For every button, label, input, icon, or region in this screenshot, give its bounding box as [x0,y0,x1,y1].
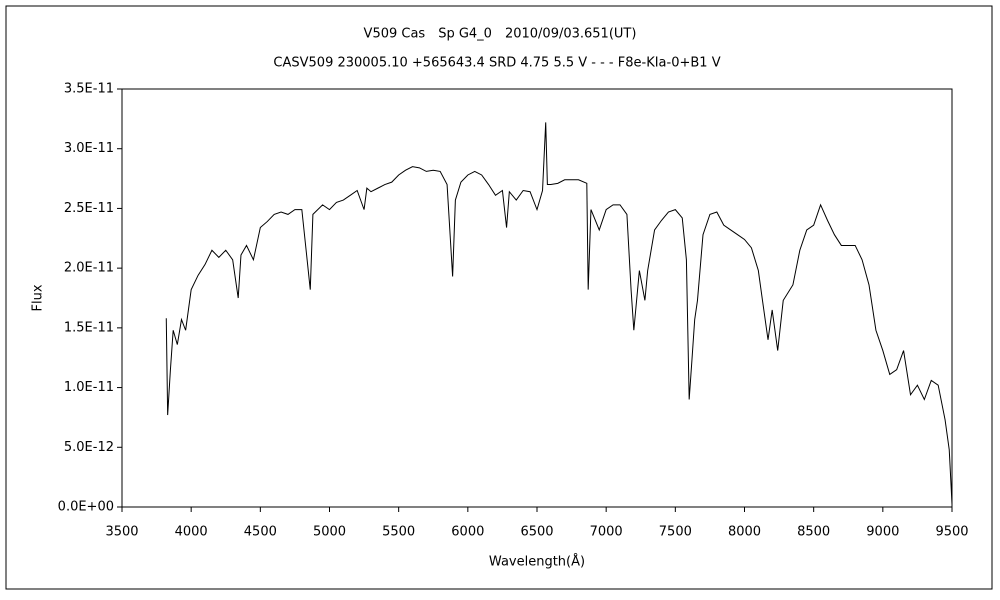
x-tick-label: 8500 [797,525,830,540]
x-tick-label: 8000 [728,525,761,540]
y-tick-label: 1.0E-11 [64,380,114,395]
x-tick-label: 9500 [935,525,968,540]
y-tick-label: 5.0E-12 [64,440,114,455]
x-axis-label: Wavelength(Å) [489,554,585,570]
x-tick-label: 7000 [590,525,623,540]
x-tick-label: 4000 [175,525,208,540]
x-tick-label: 5000 [313,525,346,540]
x-tick-label: 6000 [451,525,484,540]
y-tick-label: 0.0E+00 [58,500,114,515]
y-tick-label: 2.5E-11 [64,201,114,216]
y-tick-label: 1.5E-11 [64,320,114,335]
y-axis-label: Flux [31,284,46,311]
x-tick-label: 6500 [520,525,553,540]
x-tick-label: 5500 [382,525,415,540]
chart-title: V509 Cas Sp G4_0 2010/09/03.651(UT) [364,27,637,42]
y-tick-label: 3.0E-11 [64,141,114,156]
spectrum-line [165,122,953,505]
x-tick-label: 4500 [244,525,277,540]
x-tick-label: 9000 [866,525,899,540]
chart-border [5,5,993,590]
x-tick-label: 3500 [105,525,138,540]
x-tick-label: 7500 [659,525,692,540]
chart-subtitle: CASV509 230005.10 +565643.4 SRD 4.75 5.5… [273,56,720,71]
y-tick-label: 3.5E-11 [64,82,114,97]
y-tick-label: 2.0E-11 [64,261,114,276]
